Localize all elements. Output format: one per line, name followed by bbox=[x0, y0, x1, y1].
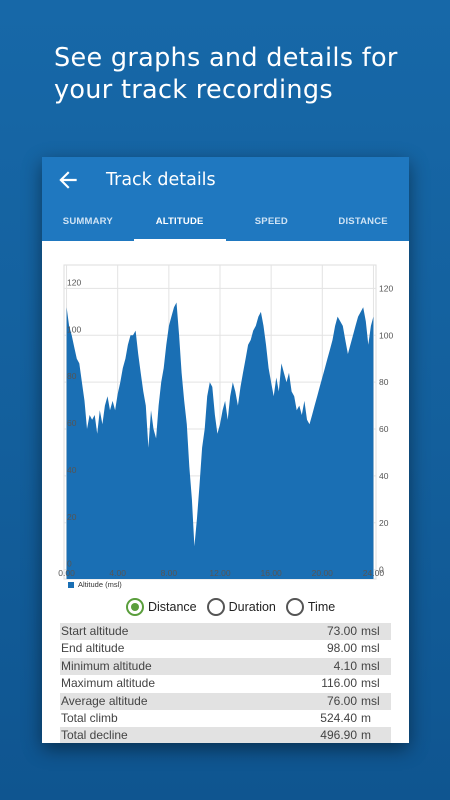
radio-duration-label: Duration bbox=[228, 600, 276, 614]
legend-label: Altitude (msl) bbox=[78, 580, 122, 589]
y-tick-label-left: 0 bbox=[67, 559, 72, 569]
stat-value: 116.00 bbox=[321, 676, 357, 691]
tab-altitude[interactable]: ALTITUDE bbox=[133, 203, 226, 241]
x-tick-label: 24.00 bbox=[363, 568, 385, 578]
table-row: Total decline 496.90 m bbox=[60, 727, 391, 743]
stat-unit: msl bbox=[361, 624, 380, 638]
x-tick-label: 12.00 bbox=[209, 568, 231, 578]
promo-headline: See graphs and details for your track re… bbox=[54, 42, 434, 106]
table-row: End altitude 98.00 msl bbox=[60, 640, 391, 657]
stat-unit: m bbox=[361, 728, 371, 743]
stat-value: 73.00 bbox=[326, 624, 357, 638]
radio-duration[interactable]: Duration bbox=[206, 598, 276, 616]
y-tick-label-right: 80 bbox=[379, 377, 389, 387]
stat-value: 496.90 bbox=[320, 728, 357, 743]
y-tick-label-left: 80 bbox=[67, 371, 77, 381]
radio-time-label: Time bbox=[307, 600, 336, 614]
altitude-stats-table: Start altitude 73.00 msl End altitude 98.… bbox=[60, 623, 391, 743]
x-tick-label: 20.00 bbox=[312, 568, 334, 578]
promo-line-2: your track recordings bbox=[54, 75, 333, 105]
altitude-chart-svg: 0 0 20 20 40 40 60 60 80 80 100 100 120 120 0.00 4.00 8.… bbox=[58, 264, 393, 580]
tab-speed[interactable]: SPEED bbox=[254, 216, 288, 227]
stat-label: Total climb bbox=[61, 710, 118, 725]
stat-value: 524.40 bbox=[320, 710, 357, 725]
y-tick-label-left: 60 bbox=[67, 418, 77, 428]
stat-label: Start altitude bbox=[61, 624, 129, 638]
stat-label: Average altitude bbox=[61, 693, 148, 708]
radio-distance-circle[interactable] bbox=[126, 598, 144, 616]
table-row: Minimum altitude 4.10 msl bbox=[60, 657, 391, 676]
y-tick-label-right: 60 bbox=[379, 424, 389, 434]
chart-legend: Altitude (msl) bbox=[68, 580, 122, 589]
stat-value: 98.00 bbox=[326, 641, 357, 656]
table-row: Total climb 524.40 m bbox=[60, 710, 391, 727]
stat-unit: msl bbox=[361, 676, 380, 691]
y-tick-label-right: 120 bbox=[379, 283, 393, 293]
x-axis-mode-group: Distance Duration Time bbox=[126, 598, 345, 616]
radio-distance[interactable]: Distance bbox=[126, 598, 197, 616]
app-bar: Track details SUMMARY ALTITUDE SPEED DIS… bbox=[42, 157, 409, 241]
tab-summary[interactable]: SUMMARY bbox=[62, 216, 113, 227]
page-title: Track details bbox=[106, 170, 216, 190]
x-tick-label: 8.00 bbox=[161, 568, 178, 578]
radio-distance-label: Distance bbox=[148, 600, 197, 614]
y-tick-label-right: 100 bbox=[379, 330, 393, 340]
y-tick-label-left: 40 bbox=[67, 465, 77, 475]
stat-label: Total decline bbox=[61, 728, 128, 743]
stat-unit: msl bbox=[361, 641, 380, 656]
tab-distance[interactable]: DISTANCE bbox=[338, 216, 388, 227]
radio-duration-circle[interactable] bbox=[206, 598, 225, 616]
altitude-area-series bbox=[66, 302, 374, 579]
tab-bar: SUMMARY ALTITUDE SPEED DISTANCE bbox=[42, 203, 409, 241]
y-tick-label-right: 20 bbox=[379, 518, 389, 528]
y-tick-label-right: 40 bbox=[379, 471, 389, 481]
stat-unit: msl bbox=[361, 693, 380, 708]
table-row: Start altitude 73.00 msl bbox=[60, 623, 391, 641]
stat-label: Maximum altitude bbox=[61, 676, 156, 691]
legend-swatch bbox=[68, 581, 74, 588]
stat-unit: m bbox=[361, 710, 371, 725]
stat-value: 76.00 bbox=[326, 693, 357, 708]
table-row: Average altitude 76.00 msl bbox=[60, 692, 391, 710]
app-screen: Track details SUMMARY ALTITUDE SPEED DIS… bbox=[42, 157, 409, 743]
stat-unit: msl bbox=[361, 658, 380, 673]
radio-time-circle[interactable] bbox=[285, 598, 304, 616]
y-tick-label-left: 20 bbox=[67, 512, 77, 522]
promo-line-1: See graphs and details for bbox=[54, 43, 398, 73]
y-tick-label-left: 120 bbox=[67, 277, 81, 287]
x-tick-label: 0.00 bbox=[58, 568, 75, 578]
stat-value: 4.10 bbox=[333, 658, 357, 673]
table-row: Maximum altitude 116.00 msl bbox=[60, 675, 391, 692]
y-tick-label-right: 0 bbox=[379, 565, 384, 575]
stat-label: Minimum altitude bbox=[61, 658, 152, 673]
radio-time[interactable]: Time bbox=[285, 598, 336, 616]
arrow-back-icon[interactable] bbox=[55, 167, 81, 193]
stat-label: End altitude bbox=[61, 641, 125, 656]
y-tick-label-left: 100 bbox=[67, 324, 81, 334]
x-tick-label: 16.00 bbox=[261, 568, 283, 578]
altitude-chart: 0 0 20 20 40 40 60 60 80 80 100 100 120 120 0.00 4.00 8.… bbox=[42, 241, 409, 601]
x-tick-label: 4.00 bbox=[109, 568, 126, 578]
